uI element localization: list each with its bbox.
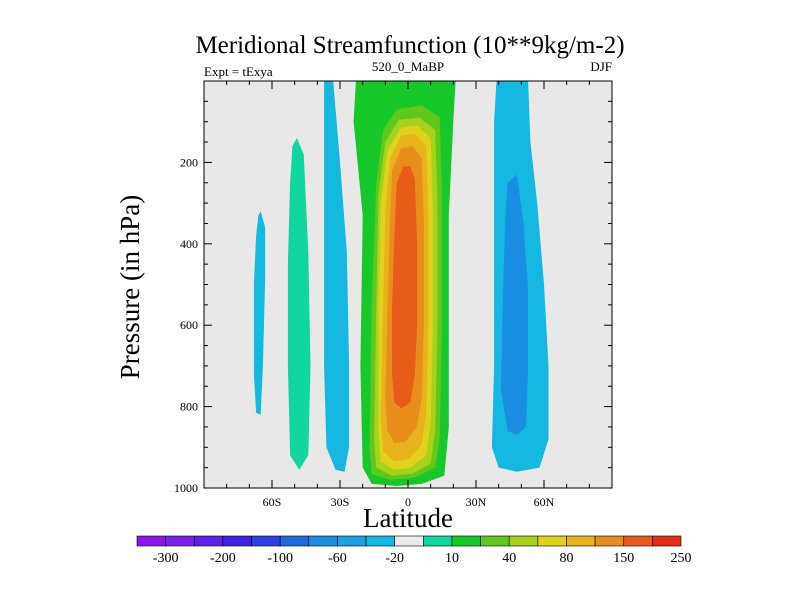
y-tick-label: 200 [180,155,198,169]
colorbar-swatch [365,535,395,547]
plot-area [203,80,613,489]
y-tick-label: 400 [180,237,198,251]
x-tick-label: 0 [405,495,411,509]
contour-region [392,166,418,409]
x-tick-label: 30S [331,495,350,509]
colorbar-swatch [594,535,625,547]
y-tick-label: 1000 [174,481,198,495]
subtitle-right: DJF [590,59,612,74]
contour-region [500,174,529,436]
colorbar-swatch [480,535,510,547]
chart-title: Meridional Streamfunction (10**9kg/m-2) [195,32,624,59]
x-tick-label: 60S [263,495,282,509]
colorbar-label: -20 [385,551,404,566]
colorbar-swatch [251,535,281,547]
colorbar-swatch [423,535,453,547]
colorbar-swatch [279,535,310,547]
colorbar-label: -100 [267,551,293,566]
contour-region [287,138,311,470]
colorbar-label: 80 [559,551,573,566]
colorbar-label: 150 [613,551,634,566]
colorbar-label: 40 [502,551,516,566]
colorbar: -300 -200 -100 -60 -20 10 40 80 150 250 [136,535,692,566]
colorbar-label: -300 [153,551,179,566]
subtitle-center: 520_0_MaBP [372,59,444,74]
subtitle-left: Expt = tExya [204,64,273,79]
colorbar-swatch [566,535,596,547]
colorbar-swatch [394,535,424,547]
colorbar-label: -60 [328,551,347,566]
colorbar-swatch [222,535,252,547]
colorbar-swatch [652,535,682,547]
colorbar-swatch [165,535,195,547]
x-axis-label: Latitude [363,503,453,533]
colorbar-label: 10 [445,551,459,566]
colorbar-swatch [193,535,224,547]
contour-region [324,81,350,472]
colorbar-swatch [451,535,481,547]
y-axis-label: Pressure (in hPa) [115,195,145,379]
colorbar-swatch [537,535,567,547]
colorbar-swatch [136,535,166,547]
y-axis: 200 400 600 800 1000 [174,80,612,495]
colorbar-label: 250 [671,551,692,566]
x-axis: 60S 30S 0 30N 60N [203,81,613,509]
y-tick-label: 600 [180,318,198,332]
colorbar-label: -200 [210,551,236,566]
colorbar-swatch [337,535,367,547]
x-tick-label: 60N [534,495,555,509]
contour-region [253,211,266,415]
colorbar-swatch [623,535,653,547]
colorbar-swatch [308,535,338,547]
y-tick-label: 800 [180,400,198,414]
x-tick-label: 30N [466,495,487,509]
colorbar-swatch [508,535,539,547]
